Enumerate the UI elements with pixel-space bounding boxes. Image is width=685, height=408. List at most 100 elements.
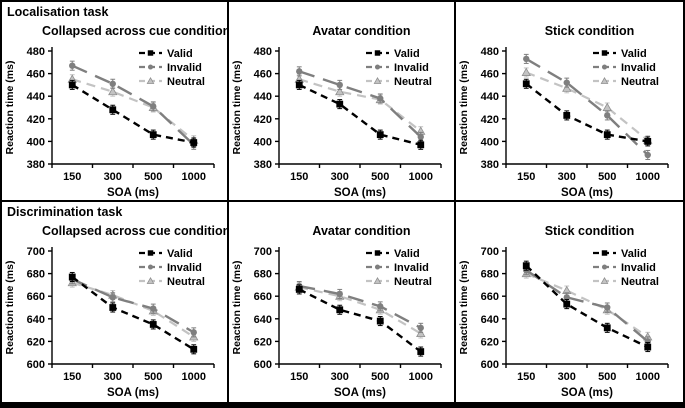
y-tick-label: 460 — [481, 69, 499, 81]
y-axis-title: Reaction time (ms) — [458, 61, 470, 155]
x-axis-title: SOA (ms) — [107, 187, 159, 199]
legend-label: Invalid — [167, 62, 202, 74]
marker-square — [417, 141, 425, 149]
marker-square — [295, 81, 303, 89]
panel-title: Avatar condition — [312, 24, 411, 38]
x-tick-label: 500 — [371, 371, 389, 383]
legend-label: Invalid — [394, 62, 429, 74]
x-axis-title: SOA (ms) — [334, 387, 386, 399]
x-axis-title: SOA (ms) — [561, 187, 613, 199]
marker-circle — [604, 304, 611, 311]
x-tick-label: 1000 — [182, 371, 206, 383]
marker-triangle — [373, 76, 382, 84]
x-tick-label: 150 — [517, 171, 535, 183]
y-tick-label: 460 — [27, 69, 45, 81]
marker-square — [644, 138, 652, 145]
marker-square — [644, 343, 652, 351]
legend-label: Neutral — [167, 276, 205, 288]
series-line — [298, 288, 422, 353]
y-tick-label: 680 — [481, 269, 499, 281]
marker-square — [563, 112, 571, 119]
panel-localisation-collapsed: Localisation task Collapsed across cue c… — [2, 2, 229, 202]
legend-label: Valid — [167, 248, 193, 260]
legend-label: Invalid — [621, 262, 656, 274]
marker-square — [376, 131, 384, 139]
x-tick-label: 300 — [331, 371, 349, 383]
series-invalid — [296, 66, 424, 142]
legend: Valid Invalid Neutral — [366, 248, 432, 288]
y-tick-label: 640 — [481, 314, 499, 326]
x-tick-label: 150 — [63, 371, 81, 383]
y-axis-title: Reaction time (ms) — [458, 261, 470, 355]
marker-circle — [336, 290, 343, 298]
series-line — [525, 57, 649, 156]
y-axis-title: Reaction time (ms) — [4, 61, 16, 155]
marker-square — [522, 262, 530, 270]
x-tick-label: 300 — [331, 171, 349, 183]
marker-triangle — [602, 102, 612, 111]
x-tick-label: 500 — [144, 371, 162, 383]
series-line — [525, 264, 649, 349]
marker-square — [522, 80, 530, 88]
axes — [48, 47, 215, 168]
x-tick-label: 150 — [290, 171, 308, 183]
marker-triangle — [146, 76, 155, 84]
series-valid — [295, 284, 425, 357]
legend: Valid Invalid Neutral — [366, 48, 432, 88]
marker-circle — [150, 103, 157, 110]
x-tick-label: 500 — [144, 171, 162, 183]
marker-circle — [374, 264, 381, 270]
marker-square — [374, 50, 381, 56]
y-tick-label: 620 — [254, 336, 272, 348]
legend-label: Valid — [394, 48, 420, 60]
legend-label: Invalid — [621, 62, 656, 74]
marker-square — [190, 139, 198, 146]
y-tick-label: 700 — [27, 246, 45, 258]
marker-triangle — [600, 76, 609, 84]
marker-circle — [563, 79, 570, 86]
marker-circle — [523, 55, 530, 63]
y-tick-label: 480 — [27, 46, 45, 58]
y-tick-label: 680 — [27, 269, 45, 281]
x-axis-title: SOA (ms) — [107, 387, 159, 399]
marker-square — [147, 50, 154, 56]
marker-circle — [377, 303, 384, 310]
y-tick-label: 600 — [27, 359, 45, 371]
y-axis-title: Reaction time (ms) — [231, 61, 243, 155]
legend-label: Valid — [621, 248, 647, 260]
marker-square — [68, 81, 76, 89]
panel-title: Collapsed across cue conditions — [42, 24, 229, 38]
legend: Valid Invalid Neutral — [139, 248, 205, 288]
marker-square — [147, 250, 154, 256]
marker-square — [190, 345, 198, 353]
marker-triangle — [146, 276, 155, 284]
marker-circle — [109, 294, 116, 301]
x-tick-label: 300 — [104, 371, 122, 383]
x-tick-label: 1000 — [409, 171, 433, 183]
marker-circle — [601, 264, 608, 270]
series-line — [71, 78, 195, 142]
series-line — [298, 83, 422, 146]
y-tick-label: 480 — [481, 46, 499, 58]
marker-circle — [563, 294, 570, 301]
y-tick-label: 700 — [481, 246, 499, 258]
y-tick-label: 380 — [27, 159, 45, 171]
marker-circle — [147, 264, 154, 270]
marker-square — [68, 273, 76, 281]
marker-circle — [109, 80, 116, 87]
marker-triangle — [108, 86, 118, 96]
marker-square — [601, 50, 608, 56]
series-line — [299, 284, 422, 329]
panel-discrimination-stick: Stick condition 600 620 640 660 680 700 150 300… — [456, 202, 683, 402]
marker-circle — [336, 81, 343, 89]
y-tick-label: 600 — [254, 359, 272, 371]
marker-circle — [601, 64, 608, 70]
series-invalid — [69, 60, 197, 150]
y-tick-label: 440 — [27, 91, 45, 103]
series-valid — [522, 78, 652, 147]
y-tick-label: 400 — [254, 136, 272, 148]
marker-circle — [377, 95, 384, 102]
panel-localisation-avatar: Avatar condition 380 400 420 440 460 480 150 30… — [229, 2, 456, 202]
marker-triangle — [521, 67, 531, 76]
